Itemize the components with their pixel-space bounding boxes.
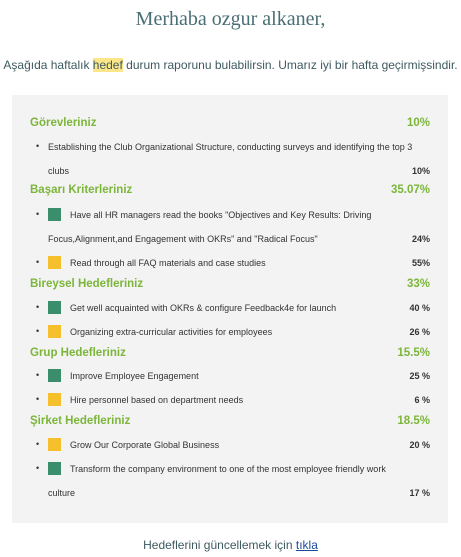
section-title: Grup Hedefleriniz — [30, 347, 126, 359]
section-percent: 33% — [406, 278, 430, 290]
section-success-criteria: Başarı Kriterleriniz 35.07% — [30, 184, 430, 202]
section-percent: 15.5% — [397, 347, 430, 359]
item-text-line1: Grow Our Corporate Global Business — [70, 440, 220, 450]
list-item: • Grow Our Corporate Global Business 20 … — [30, 433, 430, 457]
greeting-heading: Merhaba ozgur alkaner, — [135, 8, 326, 30]
status-square-icon — [48, 369, 61, 382]
status-square-icon — [48, 462, 61, 475]
status-square-icon — [48, 393, 61, 406]
status-square-icon — [48, 438, 61, 451]
item-percent: 24% — [411, 234, 430, 244]
item-percent: 40 % — [409, 303, 430, 313]
item-text-line2: Focus,Alignment,and Engagement with OKRs… — [48, 234, 318, 244]
bullet-icon: • — [36, 209, 40, 219]
item-text-line1: Transform the company environment to one… — [70, 464, 386, 474]
bullet-icon: • — [36, 394, 40, 404]
section-percent: 10% — [406, 117, 430, 129]
list-item: • Get well acquainted with OKRs & config… — [30, 296, 430, 320]
bullet-icon: • — [36, 370, 40, 380]
list-item: • Organizing extra-curricular activities… — [30, 320, 430, 344]
report-panel: Görevleriniz 10% • Establishing the Club… — [12, 95, 448, 523]
item-text-line1: Read through all FAQ materials and case … — [70, 258, 266, 268]
list-item: • Establishing the Club Organizational S… — [30, 135, 430, 183]
status-square-icon — [48, 301, 61, 314]
status-square-icon — [48, 256, 61, 269]
item-text-line1: Improve Employee Engagement — [70, 371, 199, 381]
item-text-line1: Establishing the Club Organizational Str… — [48, 142, 413, 152]
item-percent: 6 % — [414, 395, 430, 405]
update-goals-link[interactable]: tıkla — [295, 538, 318, 552]
list-item: • Have all HR managers read the books "O… — [30, 203, 430, 251]
status-square-icon — [48, 208, 61, 221]
section-title: Bireysel Hedefleriniz — [30, 278, 144, 290]
item-percent: 26 % — [409, 327, 430, 337]
bullet-icon: • — [36, 141, 40, 151]
item-text-line2: clubs — [48, 166, 70, 176]
bullet-icon: • — [36, 326, 40, 336]
section-individual-goals: Bireysel Hedefleriniz 33% — [30, 278, 430, 296]
section-percent: 18.5% — [397, 415, 430, 427]
item-percent: 55% — [411, 258, 430, 268]
bullet-icon: • — [36, 463, 40, 473]
section-group-goals: Grup Hedefleriniz 15.5% — [30, 347, 430, 365]
item-text-line1: Get well acquainted with OKRs & configur… — [70, 303, 337, 313]
item-percent: 17 % — [409, 488, 430, 498]
list-item: • Hire personnel based on department nee… — [30, 388, 430, 412]
item-text-line2: culture — [48, 488, 76, 498]
intro-text: Aşağıda haftalık hedef durum raporunu bu… — [0, 58, 461, 72]
list-item: • Improve Employee Engagement 25 % — [30, 364, 430, 388]
list-item: • Read through all FAQ materials and cas… — [30, 251, 430, 275]
footer: Hedeflerini güncellemek için tıkla — [0, 538, 461, 552]
item-percent: 25 % — [409, 371, 430, 381]
section-title: Şirket Hedefleriniz — [30, 415, 131, 427]
intro-text-after: durum raporunu bulabilirsin. Umarız iyi … — [122, 58, 458, 72]
intro-highlight: hedef — [92, 58, 123, 72]
bullet-icon: • — [36, 439, 40, 449]
item-text-line1: Hire personnel based on department needs — [70, 395, 244, 405]
item-text-line1: Have all HR managers read the books "Obj… — [70, 210, 372, 220]
section-title: Başarı Kriterleriniz — [30, 184, 133, 196]
section-company-goals: Şirket Hedefleriniz 18.5% — [30, 415, 430, 433]
section-tasks: Görevleriniz 10% — [30, 117, 430, 135]
item-percent: 20 % — [409, 440, 430, 450]
bullet-icon: • — [36, 302, 40, 312]
item-percent: 10% — [411, 166, 430, 176]
bullet-icon: • — [36, 257, 40, 267]
item-text-line1: Organizing extra-curricular activities f… — [70, 327, 273, 337]
section-title: Görevleriniz — [30, 117, 97, 129]
list-item: • Transform the company environment to o… — [30, 457, 430, 505]
status-square-icon — [48, 325, 61, 338]
section-percent: 35.07% — [390, 184, 430, 196]
footer-text: Hedeflerini güncellemek için — [143, 538, 296, 552]
intro-text-before: Aşağıda haftalık — [3, 58, 93, 72]
